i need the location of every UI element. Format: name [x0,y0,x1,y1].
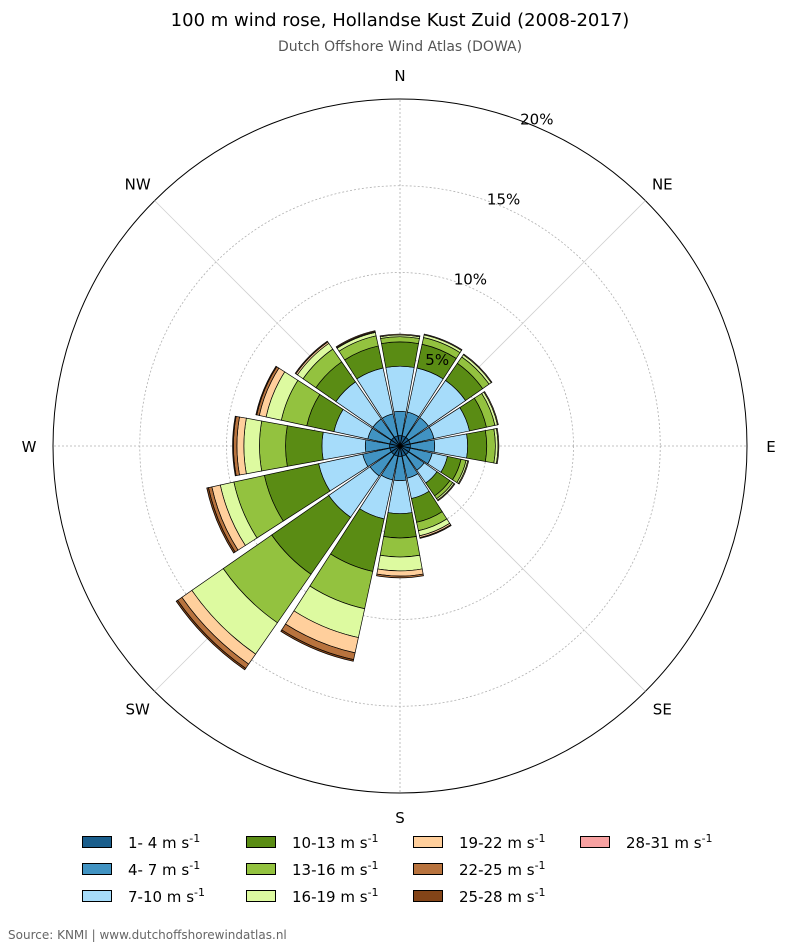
legend-swatch-8 [413,863,443,875]
compass-label-S: S [395,809,405,827]
radial-grid-20 [52,98,748,794]
wedge-ESE [399,445,470,485]
chart-title: 100 m wind rose, Hollandse Kust Zuid (20… [170,10,630,31]
wedge-WNW-bin-9 [255,365,278,416]
radial-tick-label-15: 15% [487,191,520,209]
wedge-W-bin-6 [243,417,263,475]
wedge-NNW [335,330,401,447]
wedge-W-bin-9 [232,415,237,477]
legend-swatch-10 [580,836,610,848]
wedge-S-bin-6 [377,554,423,572]
wedge-NNW-bin-8 [335,330,376,348]
wedge-E-bin-7 [496,427,500,465]
legend-item-6: 16-19 m s-1 [246,886,379,906]
legend-label-8: 22-25 m s-1 [459,859,546,879]
legend-swatch-2 [82,863,112,875]
wedge-ENE-bin-7 [483,391,499,426]
wedge-W-bin-4 [285,425,324,467]
legend-label-4: 10-13 m s-1 [292,832,379,852]
wedge-SE-bin-7 [437,483,456,502]
wedge-N [379,333,421,447]
legend: 1- 4 m s-1 4- 7 m s-1 7-10 m s-1 10-13 m s-… [82,832,762,912]
wedge-S-bin-5 [379,536,421,558]
wedge-ENE [399,391,499,447]
wedge-NW [294,340,401,447]
wedge-SE [399,445,456,502]
legend-item-10: 28-31 m s-1 [580,832,713,852]
wedge-NW-bin-8 [294,340,329,375]
wedge-NE-bin-7 [462,353,493,384]
wedge-SSE-bin-8 [419,524,452,539]
wedge-ESE-bin-7 [457,460,470,485]
wedge-layer [175,330,500,671]
legend-swatch-3 [82,890,112,902]
wedge-NE [399,353,493,447]
legend-item-4: 10-13 m s-1 [246,832,379,852]
legend-label-6: 16-19 m s-1 [292,886,379,906]
legend-label-2: 4- 7 m s-1 [128,859,201,879]
wedge-E-bin-5 [484,428,496,464]
wedge-WNW [255,365,401,447]
legend-swatch-1 [82,836,112,848]
compass-label-NE: NE [652,176,673,194]
legend-item-8: 22-25 m s-1 [413,859,546,879]
legend-swatch-6 [246,890,276,902]
legend-swatch-7 [413,836,443,848]
wind-rose-chart: 5% 10% 15% 20% N NE E SE S SW W NW [22,67,776,827]
legend-item-9: 25-28 m s-1 [413,886,546,906]
wedge-E [399,427,500,465]
legend-item-5: 13-16 m s-1 [246,859,379,879]
legend-item-3: 7-10 m s-1 [82,886,205,906]
legend-item-7: 19-22 m s-1 [413,832,546,852]
compass-label-E: E [766,438,775,456]
chart-subtitle: Dutch Offshore Wind Atlas (DOWA) [277,39,523,55]
wedge-WSW [206,445,401,554]
radial-tick-label-20: 20% [520,110,553,128]
compass-label-N: N [394,67,405,85]
wedge-N-bin-7 [379,333,421,338]
legend-swatch-9 [413,890,443,902]
radial-tick-label-5: 5% [425,351,449,369]
legend-item-2: 4- 7 m s-1 [82,859,200,879]
wedge-S-bin-8 [376,573,424,579]
legend-label-3: 7-10 m s-1 [128,886,205,906]
wedge-SW [175,445,401,671]
legend-label-10: 28-31 m s-1 [626,832,713,852]
compass-label-W: W [22,438,37,456]
source-credit: Source: KNMI | www.dutchoffshorewindatla… [8,928,287,942]
wedge-SW-bin-9 [175,599,247,671]
wedge-NNE [399,333,463,447]
label-layer: 5% 10% 15% 20% N NE E SE S SW W NW [22,67,776,827]
legend-swatch-5 [246,863,276,875]
wedge-SSW-bin-9 [280,629,355,662]
compass-label-SW: SW [126,700,151,718]
legend-label-7: 19-22 m s-1 [459,832,546,852]
wedge-W [232,415,401,477]
compass-label-SE: SE [653,700,672,718]
legend-swatch-4 [246,836,276,848]
wedge-NNE-bin-7 [423,333,463,351]
wedge-W-bin-5 [259,420,288,472]
legend-label-1: 1- 4 m s-1 [128,832,201,852]
wedge-WSW-bin-9 [206,487,236,554]
wedge-SSE [399,445,452,539]
wedge-S-bin-4 [383,512,417,539]
legend-label-5: 13-16 m s-1 [292,859,379,879]
wedge-N-bin-4 [381,341,419,368]
compass-label-NW: NW [125,176,151,194]
legend-item-1: 1- 4 m s-1 [82,832,200,852]
wedge-E-bin-4 [466,430,488,462]
radial-tick-label-10: 10% [454,271,487,289]
wedge-SSW [280,445,401,662]
legend-label-9: 25-28 m s-1 [459,886,546,906]
wedge-S [376,445,424,579]
